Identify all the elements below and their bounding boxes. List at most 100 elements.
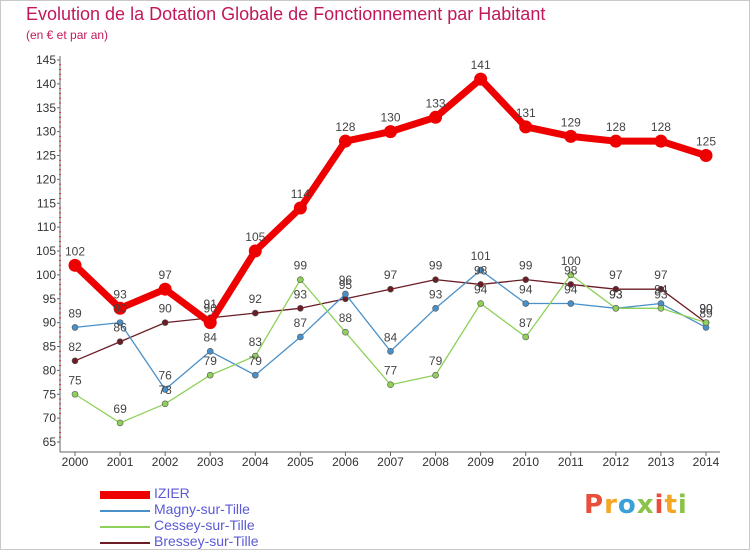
data-label: 99 bbox=[294, 259, 308, 273]
data-point bbox=[657, 304, 665, 312]
logo-letter: i bbox=[654, 490, 665, 520]
data-label: 133 bbox=[426, 96, 446, 110]
data-label: 99 bbox=[429, 259, 443, 273]
data-point bbox=[387, 381, 394, 389]
data-point bbox=[564, 129, 578, 143]
y-tick-label: 135 bbox=[36, 101, 56, 115]
y-minor-tick bbox=[59, 360, 61, 362]
data-point bbox=[71, 390, 79, 398]
logo-letter: o bbox=[617, 490, 637, 520]
data-label: 93 bbox=[429, 287, 443, 301]
y-minor-tick bbox=[59, 317, 61, 319]
data-point bbox=[342, 328, 349, 336]
y-minor-tick bbox=[59, 69, 61, 71]
data-point bbox=[116, 338, 124, 346]
y-minor-tick bbox=[59, 121, 61, 123]
logo-letter: i bbox=[677, 490, 688, 520]
data-point bbox=[206, 371, 214, 379]
data-point bbox=[71, 324, 79, 331]
y-minor-tick bbox=[59, 384, 61, 386]
data-label: 95 bbox=[339, 278, 353, 292]
y-minor-tick bbox=[59, 150, 61, 152]
data-label: 84 bbox=[384, 330, 398, 344]
y-minor-tick bbox=[59, 293, 61, 295]
y-minor-tick bbox=[59, 193, 61, 195]
data-label: 93 bbox=[113, 287, 127, 301]
data-label: 91 bbox=[204, 297, 218, 311]
data-label: 100 bbox=[561, 254, 581, 268]
y-minor-tick bbox=[59, 140, 61, 142]
data-label: 128 bbox=[606, 120, 626, 134]
y-tick-label: 100 bbox=[36, 268, 56, 282]
data-point bbox=[251, 352, 259, 360]
y-tick-label: 95 bbox=[43, 292, 57, 306]
data-label: 92 bbox=[249, 292, 263, 306]
data-point bbox=[248, 244, 262, 258]
data-label: 125 bbox=[696, 135, 716, 149]
data-label: 84 bbox=[204, 330, 218, 344]
logo-letter: t bbox=[664, 490, 678, 520]
data-label: 97 bbox=[384, 268, 398, 282]
y-minor-tick bbox=[59, 73, 61, 75]
data-point bbox=[161, 319, 169, 326]
x-tick-label: 2003 bbox=[197, 455, 224, 469]
data-label: 87 bbox=[294, 316, 308, 330]
legend-swatch bbox=[100, 542, 150, 544]
data-point bbox=[567, 281, 575, 288]
data-label: 130 bbox=[380, 111, 400, 125]
y-minor-tick bbox=[59, 159, 61, 161]
data-point bbox=[158, 282, 172, 296]
x-tick-label: 2014 bbox=[693, 455, 720, 469]
legend-swatch bbox=[100, 491, 150, 499]
y-minor-tick bbox=[59, 269, 61, 271]
data-label: 97 bbox=[654, 268, 668, 282]
y-minor-tick bbox=[59, 341, 61, 343]
x-tick-label: 2009 bbox=[467, 455, 494, 469]
y-minor-tick bbox=[59, 112, 61, 114]
data-label: 77 bbox=[384, 364, 398, 378]
data-point bbox=[612, 304, 620, 312]
y-minor-tick bbox=[59, 331, 61, 333]
y-minor-tick bbox=[59, 264, 61, 266]
y-tick-label: 130 bbox=[36, 125, 56, 139]
data-label: 79 bbox=[204, 354, 218, 368]
x-tick-label: 2011 bbox=[558, 455, 584, 469]
data-label: 94 bbox=[564, 283, 578, 297]
y-tick-label: 105 bbox=[36, 244, 56, 258]
y-tick-label: 125 bbox=[36, 149, 56, 163]
y-minor-tick bbox=[59, 350, 61, 352]
y-minor-tick bbox=[59, 188, 61, 190]
data-point bbox=[429, 110, 443, 124]
data-point bbox=[297, 276, 304, 283]
y-minor-tick bbox=[59, 379, 61, 381]
data-point bbox=[432, 371, 439, 379]
data-label: 90 bbox=[699, 302, 713, 316]
data-label: 90 bbox=[204, 302, 218, 316]
y-minor-tick bbox=[59, 408, 61, 410]
y-minor-tick bbox=[59, 427, 61, 429]
y-tick-label: 120 bbox=[36, 172, 56, 186]
y-minor-tick bbox=[59, 388, 61, 390]
logo-letter: r bbox=[604, 490, 618, 520]
data-point bbox=[342, 290, 349, 298]
x-tick-label: 2001 bbox=[107, 455, 134, 469]
y-minor-tick bbox=[59, 102, 61, 104]
logo-letter: x bbox=[636, 490, 655, 520]
y-minor-tick bbox=[59, 422, 61, 424]
y-minor-tick bbox=[59, 231, 61, 233]
data-point bbox=[71, 357, 79, 365]
data-point bbox=[477, 266, 484, 274]
data-label: 131 bbox=[516, 106, 536, 120]
data-label: 90 bbox=[113, 302, 127, 316]
data-label: 94 bbox=[474, 283, 488, 297]
y-minor-tick bbox=[59, 92, 61, 94]
data-point bbox=[702, 319, 710, 326]
y-minor-tick bbox=[59, 116, 61, 118]
legend-label: Magny-sur-Tille bbox=[154, 501, 250, 517]
data-point bbox=[387, 347, 394, 355]
data-point bbox=[251, 371, 259, 379]
data-label: 141 bbox=[471, 58, 491, 72]
y-minor-tick bbox=[59, 135, 61, 137]
data-label: 90 bbox=[158, 302, 172, 316]
data-label: 97 bbox=[609, 268, 623, 282]
